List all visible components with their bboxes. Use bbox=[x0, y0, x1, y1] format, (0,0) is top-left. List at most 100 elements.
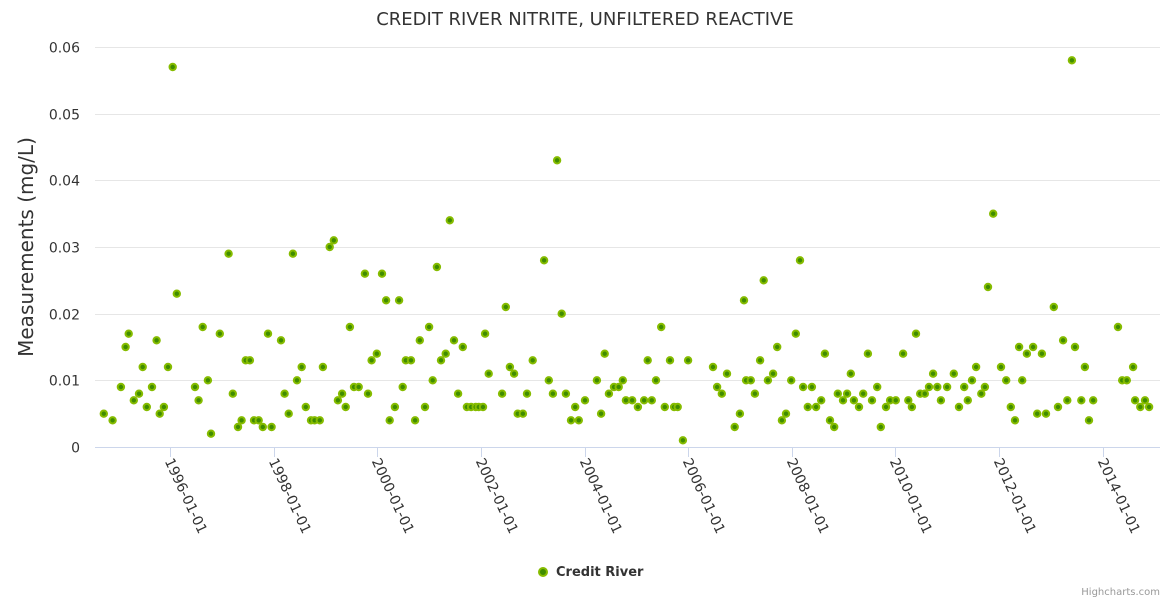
data-point[interactable] bbox=[480, 329, 490, 338]
data-point[interactable] bbox=[129, 396, 139, 405]
data-point[interactable] bbox=[561, 389, 571, 398]
data-point[interactable] bbox=[108, 416, 117, 425]
legend-item-credit-river[interactable]: Credit River bbox=[556, 565, 644, 580]
data-point[interactable] bbox=[134, 389, 144, 398]
data-point[interactable] bbox=[337, 389, 347, 398]
data-point[interactable] bbox=[618, 376, 627, 385]
data-point[interactable] bbox=[484, 369, 493, 378]
data-point[interactable] bbox=[1140, 396, 1150, 405]
data-point[interactable] bbox=[803, 402, 812, 412]
data-point[interactable] bbox=[276, 336, 286, 345]
data-point[interactable] bbox=[198, 322, 207, 332]
data-point[interactable] bbox=[544, 376, 553, 385]
data-point[interactable] bbox=[773, 342, 782, 352]
data-point[interactable] bbox=[190, 382, 200, 392]
data-point[interactable] bbox=[124, 329, 133, 338]
data-point[interactable] bbox=[730, 422, 739, 432]
data-point[interactable] bbox=[942, 382, 952, 392]
data-point[interactable] bbox=[420, 402, 430, 412]
data-point[interactable] bbox=[522, 389, 532, 398]
data-point[interactable] bbox=[528, 356, 537, 365]
data-point[interactable] bbox=[1002, 376, 1011, 385]
data-point[interactable] bbox=[673, 402, 682, 412]
data-point[interactable] bbox=[288, 249, 298, 258]
data-point[interactable] bbox=[1067, 56, 1077, 65]
data-point[interactable] bbox=[557, 309, 566, 318]
data-point[interactable] bbox=[580, 396, 590, 405]
data-point[interactable] bbox=[436, 356, 446, 365]
data-point[interactable] bbox=[911, 329, 921, 338]
data-point[interactable] bbox=[1058, 336, 1068, 345]
data-point[interactable] bbox=[263, 329, 273, 338]
data-point[interactable] bbox=[633, 402, 643, 412]
data-point[interactable] bbox=[116, 382, 126, 392]
data-point[interactable] bbox=[854, 402, 864, 412]
data-point[interactable] bbox=[907, 402, 917, 412]
credits-link[interactable]: Highcharts.com bbox=[1081, 587, 1160, 598]
data-point[interactable] bbox=[449, 336, 459, 345]
data-point[interactable] bbox=[781, 409, 791, 418]
data-point[interactable] bbox=[920, 389, 929, 398]
data-point[interactable] bbox=[787, 376, 796, 385]
data-point[interactable] bbox=[415, 336, 424, 345]
data-point[interactable] bbox=[838, 396, 848, 405]
data-point[interactable] bbox=[867, 396, 877, 405]
data-point[interactable] bbox=[1033, 409, 1042, 418]
data-point[interactable] bbox=[755, 356, 765, 365]
data-point[interactable] bbox=[933, 382, 942, 392]
data-point[interactable] bbox=[600, 349, 609, 358]
data-point[interactable] bbox=[1006, 402, 1015, 412]
data-point[interactable] bbox=[1122, 376, 1132, 385]
data-point[interactable] bbox=[258, 422, 267, 432]
data-point[interactable] bbox=[881, 402, 891, 412]
data-point[interactable] bbox=[458, 342, 467, 352]
data-point[interactable] bbox=[746, 376, 755, 385]
data-point[interactable] bbox=[639, 396, 649, 405]
data-point[interactable] bbox=[735, 409, 745, 418]
data-point[interactable] bbox=[206, 429, 216, 438]
data-point[interactable] bbox=[284, 409, 293, 418]
data-point[interactable] bbox=[830, 422, 839, 432]
data-point[interactable] bbox=[548, 389, 558, 398]
data-point[interactable] bbox=[354, 382, 363, 392]
data-point[interactable] bbox=[518, 409, 528, 418]
data-point[interactable] bbox=[651, 376, 661, 385]
data-point[interactable] bbox=[811, 402, 821, 412]
data-point[interactable] bbox=[996, 362, 1006, 372]
data-point[interactable] bbox=[849, 396, 859, 405]
data-point[interactable] bbox=[739, 296, 749, 305]
data-point[interactable] bbox=[142, 402, 152, 412]
data-point[interactable] bbox=[315, 416, 324, 425]
data-point[interactable] bbox=[708, 362, 718, 372]
data-point[interactable] bbox=[873, 382, 882, 392]
data-point[interactable] bbox=[825, 416, 835, 425]
data-point[interactable] bbox=[712, 382, 722, 392]
data-point[interactable] bbox=[539, 256, 549, 265]
data-point[interactable] bbox=[394, 296, 404, 305]
data-point[interactable] bbox=[398, 382, 407, 392]
legend[interactable]: Credit River bbox=[538, 565, 644, 580]
data-point[interactable] bbox=[445, 216, 454, 225]
data-point[interactable] bbox=[722, 369, 732, 378]
data-point[interactable] bbox=[552, 156, 562, 165]
data-point[interactable] bbox=[385, 416, 394, 425]
data-point[interactable] bbox=[233, 422, 243, 432]
data-point[interactable] bbox=[983, 282, 993, 292]
data-point[interactable] bbox=[1041, 409, 1051, 418]
data-point[interactable] bbox=[1049, 302, 1059, 312]
data-point[interactable] bbox=[657, 322, 666, 332]
data-point[interactable] bbox=[863, 349, 873, 358]
data-point[interactable] bbox=[372, 349, 381, 358]
data-point[interactable] bbox=[963, 396, 972, 405]
data-point[interactable] bbox=[807, 382, 817, 392]
data-point[interactable] bbox=[795, 256, 805, 265]
data-point[interactable] bbox=[876, 422, 885, 432]
data-point[interactable] bbox=[571, 402, 580, 412]
data-point[interactable] bbox=[147, 382, 157, 392]
data-point[interactable] bbox=[138, 362, 147, 372]
data-point[interactable] bbox=[989, 209, 998, 218]
data-point[interactable] bbox=[360, 269, 370, 278]
data-point[interactable] bbox=[717, 389, 726, 398]
data-point[interactable] bbox=[1077, 396, 1086, 405]
data-point[interactable] bbox=[505, 362, 515, 372]
